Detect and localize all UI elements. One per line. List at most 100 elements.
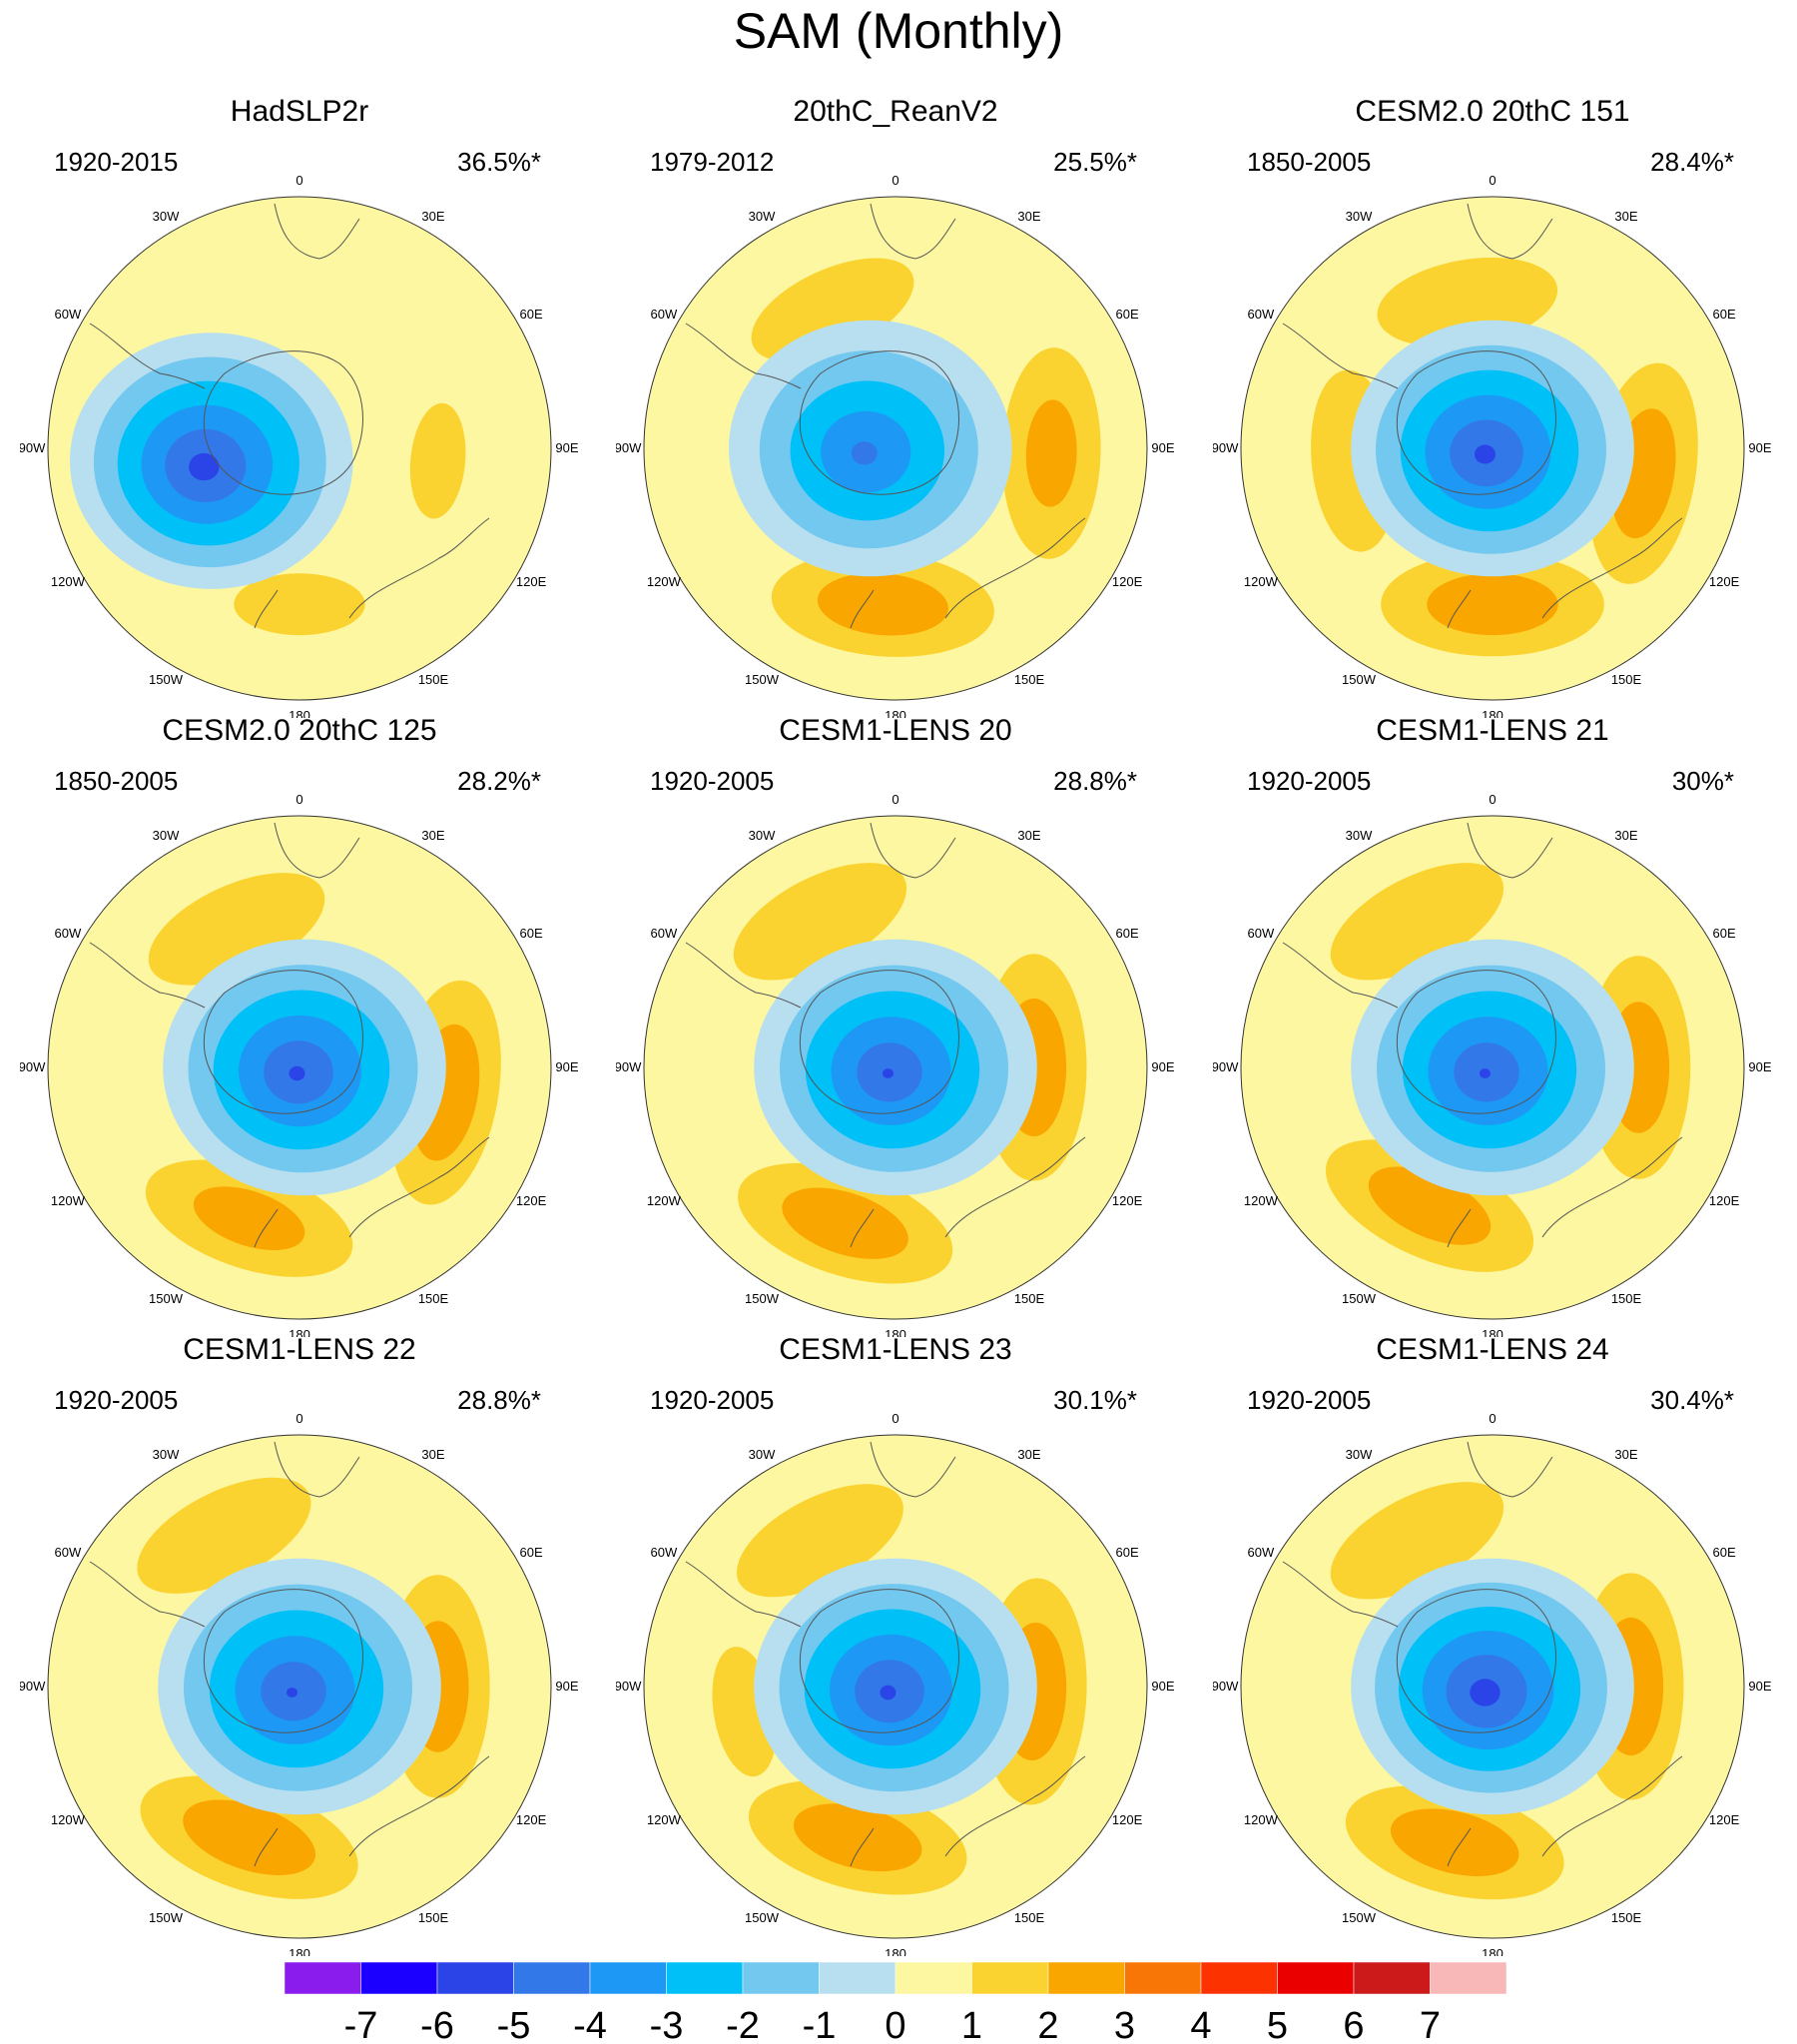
map-panel: CESM1-LENS 24 1920-2005 30.4%* 0 30E 60E 90E 12… — [1213, 1333, 1772, 1956]
positive-anomaly-ridge — [1025, 399, 1077, 507]
longitude-label: 0 — [296, 792, 302, 807]
coastlines — [89, 822, 490, 1248]
australia-coastline — [348, 1755, 490, 1857]
new-zealand-coastline — [1447, 1208, 1472, 1248]
figure-title: SAM (Monthly) — [733, 3, 1064, 59]
longitude-label: 120W — [51, 1812, 86, 1827]
coastlines — [685, 1441, 1086, 1867]
south-america-coastline — [1282, 323, 1399, 389]
sam-pattern-field — [48, 197, 551, 700]
map-boundary — [643, 196, 1148, 701]
panel-period: 1920-2005 — [650, 766, 775, 796]
africa-coastline — [274, 822, 360, 879]
colorbar-swatch — [285, 1962, 361, 1995]
map-boundary — [47, 815, 552, 1320]
positive-anomaly-ridge — [183, 1799, 315, 1875]
longitude-label: 120E — [516, 574, 547, 589]
longitude-label: 30W — [153, 1447, 180, 1462]
longitude-label: 0 — [296, 1411, 302, 1426]
longitude-label: 30W — [1346, 209, 1373, 224]
longitude-label: 180 — [1482, 708, 1503, 718]
positive-anomaly-ridge — [234, 573, 365, 636]
longitude-label: 30E — [421, 209, 444, 224]
australia-coastline — [348, 517, 490, 619]
new-zealand-coastline — [254, 589, 279, 629]
south-america-coastline — [685, 323, 802, 389]
longitude-label: 90E — [1151, 1679, 1174, 1694]
map-panel: CESM1-LENS 23 1920-2005 30.1%* 0 30E 60E 90E 12… — [616, 1333, 1175, 1956]
map-boundary — [1240, 1434, 1745, 1939]
panel-period: 1920-2005 — [1247, 1385, 1372, 1415]
negative-anomaly-contour — [1475, 444, 1496, 464]
colorbar-tick-label: -4 — [573, 2005, 607, 2044]
longitude-label: 60E — [520, 1545, 543, 1560]
negative-anomaly-contour — [287, 1688, 298, 1698]
longitude-label: 150W — [149, 672, 184, 687]
longitude-label: 150E — [1611, 1910, 1642, 1925]
longitude-label: 180 — [885, 708, 906, 718]
positive-anomaly-ridge — [736, 1484, 903, 1598]
colorbar-tick-label: -1 — [803, 2005, 837, 2044]
panel-title: CESM2.0 20thC 151 — [1355, 95, 1630, 128]
longitude-label: 90E — [555, 1059, 578, 1074]
negative-anomaly-contour — [1470, 1679, 1500, 1706]
longitude-label: 120E — [1112, 1193, 1143, 1208]
longitude-label: 60W — [55, 926, 82, 941]
longitude-label: 120W — [647, 1812, 682, 1827]
new-zealand-coastline — [254, 1208, 279, 1248]
longitude-label: 90E — [1748, 1679, 1771, 1694]
south-america-coastline — [89, 942, 206, 1009]
longitude-label: 90W — [1213, 440, 1239, 455]
panel-variance-explained: 30%* — [1671, 766, 1734, 796]
longitude-label: 150W — [1342, 1910, 1377, 1925]
colorbar-swatch — [513, 1962, 591, 1995]
longitude-label: 90E — [1748, 1059, 1771, 1074]
longitude-label: 150W — [149, 1910, 184, 1925]
longitude-label: 60E — [520, 926, 543, 941]
longitude-label: 30E — [1017, 1447, 1040, 1462]
australia-coastline — [944, 1136, 1086, 1238]
negative-anomaly-contour — [880, 1685, 897, 1701]
positive-anomaly-ridge — [148, 873, 325, 986]
longitude-label: 60W — [55, 1545, 82, 1560]
coastlines — [1282, 822, 1683, 1248]
panel-period: 1850-2005 — [1247, 147, 1372, 177]
negative-anomaly-contour — [1480, 1068, 1491, 1078]
longitude-label: 150W — [1342, 1291, 1377, 1306]
longitude-label: 180 — [1482, 1946, 1503, 1956]
antarctica-coastline — [203, 1589, 363, 1733]
longitude-label: 90E — [1151, 440, 1174, 455]
panel-period: 1920-2005 — [54, 1385, 179, 1415]
positive-anomaly-ridge — [193, 1186, 305, 1250]
longitude-label: 90W — [616, 440, 642, 455]
colorbar-swatch — [360, 1962, 438, 1995]
longitude-label: 30W — [153, 828, 180, 843]
longitude-label: 180 — [289, 1946, 310, 1956]
positive-anomaly-ridge — [817, 572, 948, 636]
south-america-coastline — [685, 942, 802, 1009]
map-panel: CESM2.0 20thC 125 1850-2005 28.2%* 0 30E 60E 9… — [20, 714, 579, 1337]
longitude-label: 120E — [516, 1812, 547, 1827]
coastlines — [89, 203, 490, 629]
colorbar-swatch — [589, 1962, 667, 1995]
longitude-label: 30E — [1614, 828, 1637, 843]
panel-variance-explained: 28.2%* — [457, 766, 541, 796]
positive-anomaly-ridge — [733, 863, 907, 981]
map-panel: CESM1-LENS 20 1920-2005 28.8%* 0 30E 60E 90E 12… — [616, 714, 1175, 1337]
longitude-label: 120W — [1244, 1812, 1279, 1827]
south-america-coastline — [89, 1561, 206, 1628]
panel-period: 1920-2005 — [1247, 766, 1372, 796]
colorbar-swatch — [895, 1962, 972, 1995]
map-panel: CESM2.0 20thC 151 1850-2005 28.4%* 0 30E 60E 9… — [1213, 95, 1772, 718]
polar-map: 0 30E 60E 90E 120E 150E 180 150W 120W 90W 60W 30W — [616, 1411, 1175, 1956]
longitude-label: 60E — [520, 307, 543, 322]
longitude-label: 150E — [418, 1291, 449, 1306]
antarctica-coastline — [203, 350, 363, 495]
south-america-coastline — [685, 1561, 802, 1628]
longitude-label: 120E — [1112, 574, 1143, 589]
panel-title: 20thC_ReanV2 — [793, 95, 998, 128]
panel-title: CESM1-LENS 21 — [1376, 714, 1609, 747]
new-zealand-coastline — [1447, 589, 1472, 629]
colorbar-swatch — [1353, 1962, 1431, 1995]
longitude-label: 60E — [1713, 926, 1736, 941]
